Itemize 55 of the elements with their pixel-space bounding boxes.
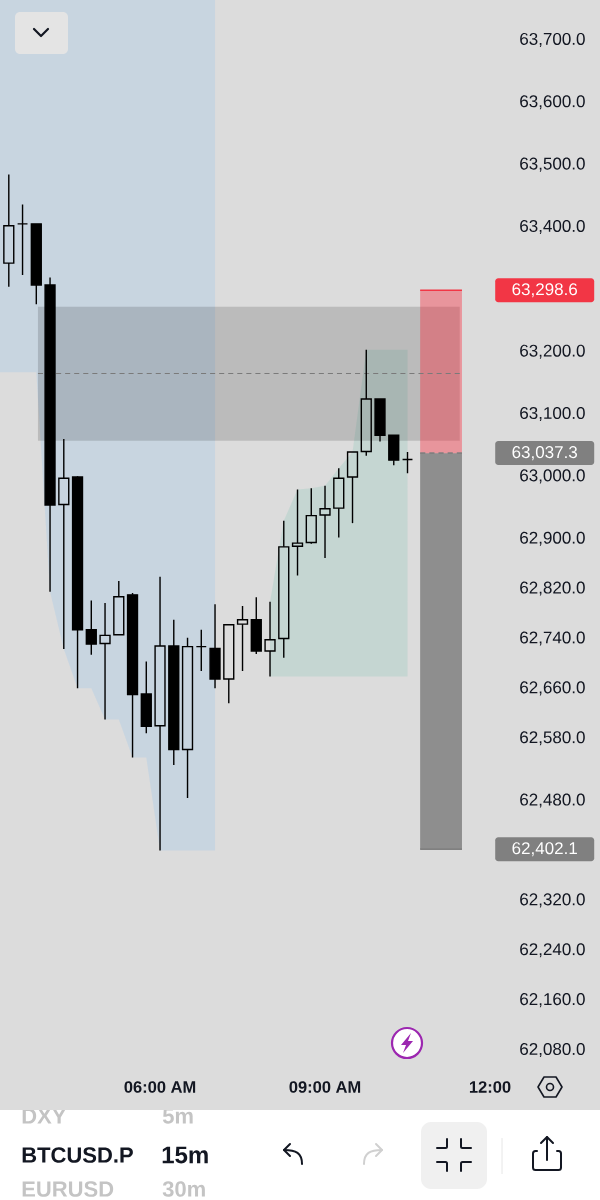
candlestick <box>58 438 70 650</box>
candlestick <box>16 203 29 276</box>
y-tick-label: 62,820.0 <box>520 581 585 596</box>
y-tick-label: 63,200.0 <box>520 344 585 359</box>
candlestick <box>401 451 414 474</box>
candlestick <box>30 223 42 305</box>
candlestick <box>181 637 194 799</box>
candlestick <box>278 519 290 659</box>
candlestick <box>319 485 331 559</box>
x-tick-label: 12:00 <box>469 1081 511 1093</box>
ref-line-label: 62,402.1 <box>512 842 577 857</box>
candlestick <box>209 603 221 690</box>
candlestick <box>346 451 359 524</box>
y-tick-label: 62,740.0 <box>520 631 585 646</box>
y-tick-label: 62,240.0 <box>520 943 585 958</box>
y-tick-label: 62,320.0 <box>520 893 585 908</box>
text: EURUSD <box>22 1181 114 1197</box>
text: BTCUSD.P <box>22 1147 133 1163</box>
candlestick <box>291 488 304 577</box>
y-tick-label: 62,660.0 <box>520 681 585 696</box>
y-tick-label: 63,500.0 <box>520 157 585 172</box>
y-tick-label: 62,900.0 <box>520 531 585 546</box>
y-tick-label: 62,580.0 <box>520 731 585 746</box>
text: 15m <box>162 1146 208 1164</box>
x-tick-label: 09:00 AM <box>289 1081 361 1093</box>
candlestick <box>154 576 166 852</box>
candlestick <box>264 601 276 678</box>
y-tick-label: 63,100.0 <box>520 406 585 422</box>
candlestick <box>71 476 84 690</box>
y-tick-label: 62,160.0 <box>520 993 585 1008</box>
text: 30m <box>162 1181 205 1197</box>
ref-line-label: 63,298.6 <box>512 283 578 298</box>
y-tick-label: 63,000.0 <box>520 469 585 484</box>
candlestick <box>168 619 180 766</box>
candlestick <box>140 660 152 734</box>
candlestick <box>3 173 15 288</box>
candlestick <box>250 596 262 655</box>
candlestick <box>126 592 139 759</box>
candlestick <box>360 349 372 457</box>
candlestick <box>99 602 111 721</box>
x-tick-label: 06:00 AM <box>124 1081 196 1093</box>
ref-line-label: 63,037.3 <box>512 446 578 461</box>
candlestick <box>223 624 235 705</box>
candlestick <box>305 487 317 544</box>
y-tick-label: 63,400.0 <box>520 219 585 234</box>
candlestick <box>195 629 207 672</box>
candlestick <box>333 467 345 539</box>
y-tick-label: 63,700.0 <box>520 32 585 47</box>
y-tick-label: 62,080.0 <box>520 1042 585 1058</box>
candlestick <box>374 398 386 443</box>
candlestick <box>44 276 56 593</box>
y-tick-label: 62,480.0 <box>520 793 585 808</box>
candlestick <box>85 599 97 656</box>
candlestick <box>236 605 249 672</box>
y-tick-label: 63,600.0 <box>520 95 585 110</box>
